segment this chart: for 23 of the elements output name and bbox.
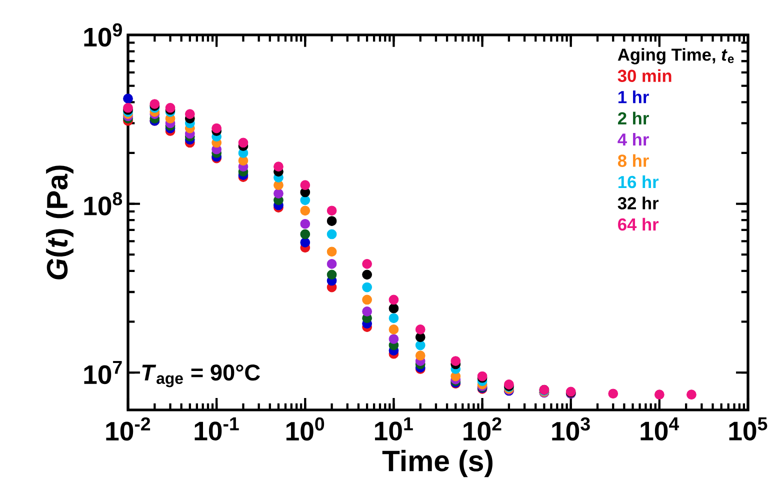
x-axis-title: Time (s) [382,450,492,478]
x-tick-label: 10$^{1}$ [375,417,413,440]
text: 1 hr [618,90,649,104]
x-tick-label: 10$^{4}$ [640,417,680,440]
x-tick-label: 10$^{3}$ [552,417,590,441]
text: 2 hr [618,112,649,124]
text: 16 hr [618,175,659,188]
x-tick-label: 10$^{-2}$ [106,417,150,441]
text: 4 hr [618,132,649,146]
y-tick-label: 10$^{8}$ [84,192,122,216]
y-tick-label: 10$^{9}$ [84,23,122,47]
x-tick-label: 10$^{2}$ [464,417,502,441]
text: 64 hr [618,218,659,231]
text: 30 min [618,69,672,82]
y-tick-label: 10$^{7}$ [84,360,122,384]
text: 8 hr [618,154,649,167]
x-tick-label: 10$^{-1}$ [194,417,239,440]
y-axis-title: G(t) (Pa) [46,166,74,280]
text: 32 hr [618,196,659,210]
legend-title: Aging Time, t$_{e}$ [618,48,734,64]
annotation: T$_{age}$ = 90°C [142,364,260,388]
x-tick-label: 10$^{5}$ [729,417,768,440]
x-tick-label: 10$^{0}$ [286,417,324,441]
